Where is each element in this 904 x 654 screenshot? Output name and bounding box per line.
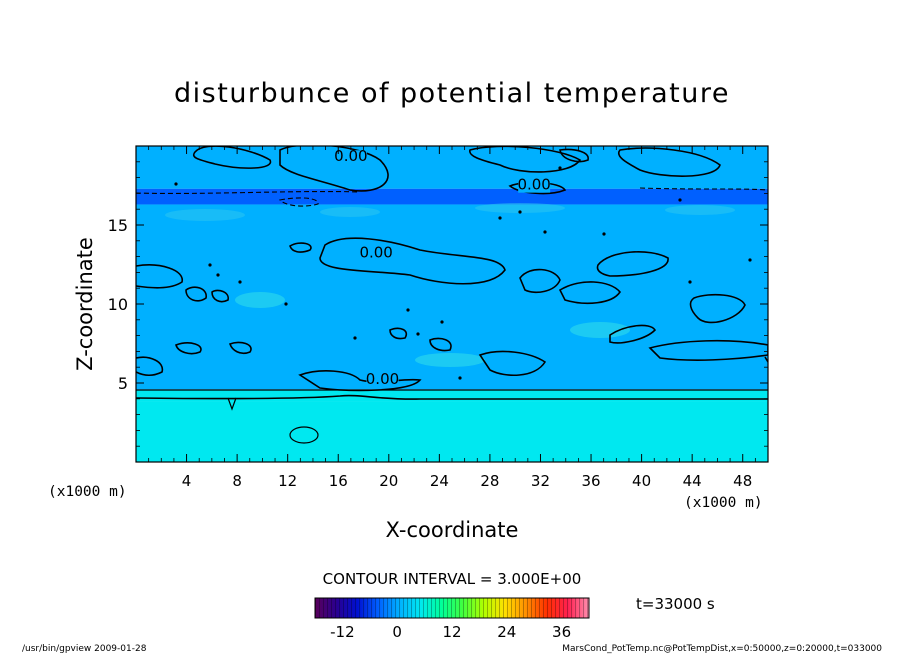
x-tick-label-2: 12 xyxy=(278,472,297,490)
x-tick-label-7: 32 xyxy=(531,472,550,490)
x-tick-label-3: 16 xyxy=(329,472,348,490)
heatmap-band-1 xyxy=(136,389,768,402)
colorbar-tick-label-0: -12 xyxy=(330,623,355,641)
mottle-patches xyxy=(165,203,735,367)
y-axis-label: Z-coordinate xyxy=(73,237,97,371)
y-tick-label-2: 15 xyxy=(108,216,128,235)
colorbar-tick-label-3: 24 xyxy=(497,623,516,641)
contour-labels: 0.00 0.00 0.00 0.00 xyxy=(334,147,551,388)
contour-label-bg-3 xyxy=(366,373,399,387)
x-unit-label: (x1000 m) xyxy=(684,495,763,511)
contour-label-0: 0.00 xyxy=(334,147,367,165)
footer-right: MarsCond_PotTemp.nc@PotTempDist,x=0:5000… xyxy=(562,644,882,654)
footer-left: /usr/bin/gpview 2009-01-28 xyxy=(22,644,147,654)
y-axis-ticks: 5 10 15 xyxy=(108,161,768,447)
heatmap-band-0 xyxy=(136,401,768,462)
heatmap-bands xyxy=(136,146,768,462)
contour-label-1: 0.00 xyxy=(517,176,550,194)
x-tick-label-0: 4 xyxy=(182,472,192,490)
x-tick-label-11: 48 xyxy=(733,472,752,490)
x-tick-label-9: 40 xyxy=(632,472,651,490)
colorbar xyxy=(314,597,590,619)
x-axis-ticks: 4 8 12 16 20 24 28 32 36 40 44 48 xyxy=(148,146,756,490)
y-tick-label-1: 10 xyxy=(108,295,128,314)
contour-label-2: 0.00 xyxy=(359,244,392,262)
colorbar-tick-labels: -12 0 12 24 36 xyxy=(330,623,571,641)
chart-title: disturbunce of potential temperature xyxy=(174,78,730,109)
colorbar-tick-label-1: 0 xyxy=(392,623,402,641)
x-tick-label-8: 36 xyxy=(581,472,600,490)
x-tick-label-1: 8 xyxy=(232,472,242,490)
contour-small-closed xyxy=(289,426,319,444)
y-unit-label: (x1000 m) xyxy=(48,484,127,500)
heatmap-band-3 xyxy=(136,188,768,205)
contour-interval-label: CONTOUR INTERVAL = 3.000E+00 xyxy=(323,570,582,588)
contour-lines-negative xyxy=(136,187,768,207)
contour-label-bg-0 xyxy=(334,150,367,165)
x-tick-label-5: 24 xyxy=(430,472,449,490)
time-label: t=33000 s xyxy=(636,595,715,613)
colorbar-tick-label-2: 12 xyxy=(442,623,461,641)
x-tick-label-4: 20 xyxy=(379,472,398,490)
contour-label-bg-2 xyxy=(360,246,393,261)
plot-area: 0.00 0.00 0.00 0.00 xyxy=(136,146,768,462)
contour-label-3: 0.00 xyxy=(366,370,399,388)
y-tick-label-0: 5 xyxy=(118,374,128,393)
contour-label-bg-1 xyxy=(518,178,551,193)
x-axis-label: X-coordinate xyxy=(386,518,519,542)
x-tick-label-10: 44 xyxy=(683,472,702,490)
colorbar-tick-label-4: 36 xyxy=(552,623,571,641)
x-tick-label-6: 28 xyxy=(480,472,499,490)
contour-dots xyxy=(174,166,752,380)
